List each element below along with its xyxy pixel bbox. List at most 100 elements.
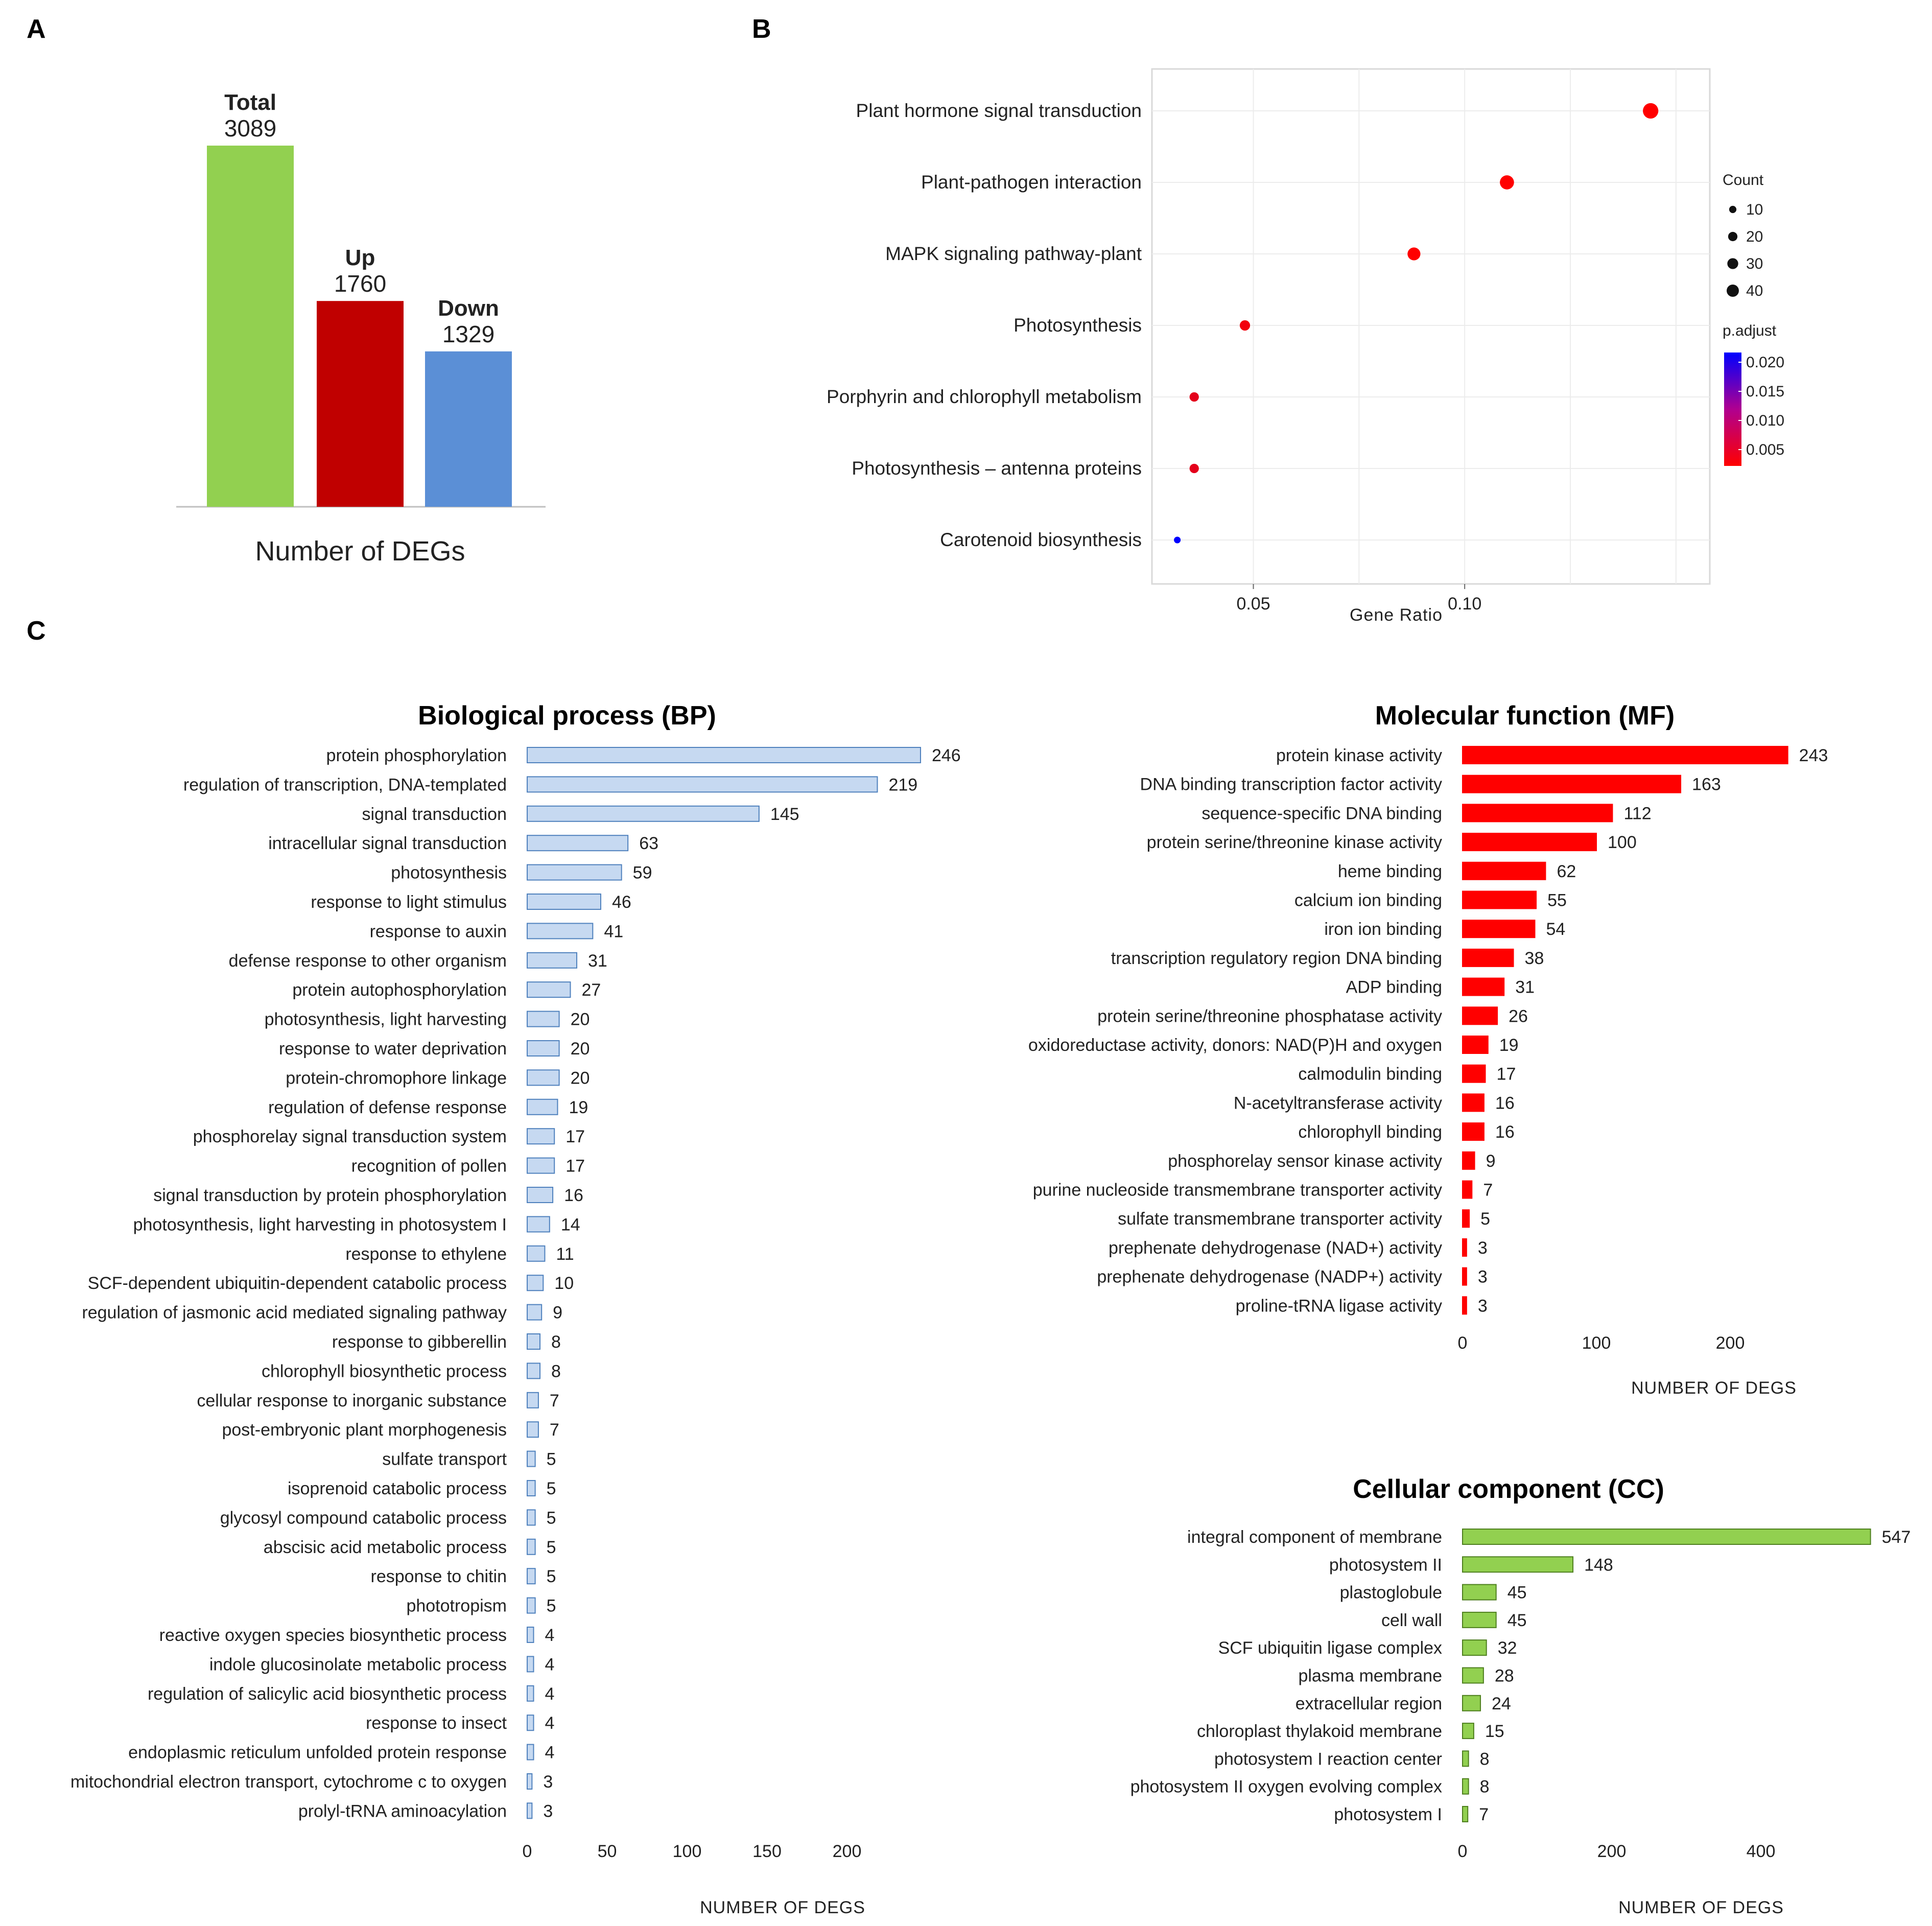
kegg-dot	[1643, 103, 1659, 119]
mf-xtick-label: 100	[1582, 1333, 1611, 1353]
bp-value-label: 11	[556, 1244, 574, 1264]
bp-value-label: 46	[612, 892, 631, 912]
degs-value-label-total: 3089	[224, 115, 276, 142]
bp-bar	[527, 1802, 533, 1819]
cc-xlabel: NUMBER OF DEGS	[1618, 1898, 1784, 1917]
kegg-dot	[1189, 463, 1199, 474]
bp-category-label: regulation of defense response	[268, 1098, 507, 1117]
mf-category-label: proline-tRNA ligase activity	[1236, 1296, 1442, 1316]
bp-bar	[527, 776, 878, 793]
bp-value-label: 8	[551, 1361, 561, 1381]
cc-bar	[1462, 1667, 1484, 1684]
degs-bar-down	[425, 351, 512, 507]
bp-category-label: protein phosphorylation	[326, 746, 507, 765]
mf-category-label: N-acetyltransferase activity	[1234, 1093, 1442, 1113]
bp-bar	[527, 1245, 546, 1262]
bp-value-label: 219	[888, 775, 917, 794]
padjust-label: 0.015	[1746, 383, 1784, 400]
mf-value-label: 17	[1497, 1065, 1516, 1084]
degs-value-label-up: 1760	[334, 270, 386, 297]
count-legend-items: 10 20 30 40	[1727, 201, 1763, 299]
mf-value-label: 16	[1495, 1122, 1515, 1142]
cc-value-label: 24	[1492, 1694, 1511, 1713]
bp-category-label: intracellular signal transduction	[268, 834, 507, 853]
bp-value-label: 5	[547, 1479, 556, 1498]
mf-bar	[1462, 1006, 1498, 1025]
bp-bar-chart: Biological process (BP) NUMBER OF DEGS p…	[70, 701, 961, 1917]
cc-title: Cellular component (CC)	[1353, 1474, 1664, 1504]
bp-category-label: photosynthesis, light harvesting	[265, 1010, 507, 1029]
bp-category-label: recognition of pollen	[351, 1157, 507, 1176]
bp-bar	[527, 923, 594, 939]
bp-xtick-label: 100	[673, 1842, 702, 1861]
cc-value-label: 148	[1584, 1555, 1613, 1575]
cc-xtick-label: 400	[1747, 1842, 1776, 1861]
mf-bar	[1462, 1267, 1467, 1286]
bp-category-label: response to insect	[366, 1713, 507, 1733]
bp-value-label: 4	[545, 1655, 555, 1674]
bp-bar	[527, 1363, 541, 1379]
bp-value-label: 246	[932, 746, 961, 765]
padjust-colorbar	[1724, 353, 1741, 466]
kegg-dot	[1174, 536, 1181, 544]
kegg-dot	[1189, 392, 1199, 402]
mf-category-label: oxidoreductase activity, donors: NAD(P)H…	[1028, 1036, 1442, 1055]
mf-value-label: 112	[1623, 804, 1651, 823]
bp-category-label: signal transduction by protein phosphory…	[153, 1186, 507, 1205]
bp-category-label: response to gibberellin	[332, 1332, 507, 1352]
count-legend-label: 40	[1746, 283, 1763, 299]
bp-category-label: defense response to other organism	[229, 951, 507, 971]
bp-category-label: photosynthesis, light harvesting in phot…	[133, 1215, 507, 1234]
bp-bar	[527, 1275, 544, 1291]
mf-value-label: 55	[1547, 891, 1567, 910]
degs-xlabel: Number of DEGs	[255, 536, 465, 567]
kegg-dot	[1500, 175, 1514, 190]
bp-bar	[527, 1627, 534, 1643]
mf-bar	[1462, 804, 1613, 823]
bp-value-label: 7	[550, 1420, 559, 1440]
bp-bar	[527, 1216, 550, 1233]
mf-xlabel: NUMBER OF DEGS	[1631, 1378, 1797, 1398]
mf-bar	[1462, 746, 1788, 764]
cc-xtick-label: 200	[1597, 1842, 1627, 1861]
cc-bar	[1462, 1639, 1487, 1656]
mf-category-label: ADP binding	[1346, 978, 1442, 997]
cc-xtick-label: 0	[1458, 1842, 1468, 1861]
mf-bar	[1462, 1122, 1485, 1141]
mf-category-label: prephenate dehydrogenase (NAD+) activity	[1109, 1238, 1442, 1258]
mf-category-label: chlorophyll binding	[1298, 1122, 1442, 1142]
bp-bar	[527, 1333, 541, 1350]
bp-category-label: response to water deprivation	[279, 1039, 507, 1059]
bp-value-label: 27	[582, 980, 601, 1000]
cc-value-label: 7	[1479, 1805, 1489, 1824]
bp-xtick-label: 0	[523, 1842, 532, 1861]
mf-category-label: purine nucleoside transmembrane transpor…	[1033, 1181, 1442, 1200]
bp-bar	[527, 1040, 560, 1056]
cc-category-label: plastoglobule	[1340, 1583, 1442, 1603]
mf-value-label: 3	[1478, 1267, 1488, 1287]
bp-value-label: 20	[571, 1068, 590, 1088]
degs-value-label-down: 1329	[442, 321, 494, 347]
cc-bar	[1462, 1723, 1474, 1740]
bp-category-label: cellular response to inorganic substance	[197, 1391, 507, 1411]
bp-category-label: SCF-dependent ubiquitin-dependent catabo…	[88, 1274, 507, 1293]
cc-bar	[1462, 1584, 1497, 1601]
cc-bar	[1462, 1806, 1469, 1822]
bp-category-label: chlorophyll biosynthetic process	[262, 1361, 507, 1381]
bp-category-label: indole glucosinolate metabolic process	[209, 1655, 507, 1674]
bp-value-label: 5	[547, 1596, 556, 1616]
kegg-dot	[1239, 320, 1251, 331]
bp-value-label: 3	[543, 1801, 553, 1821]
bp-category-label: prolyl-tRNA aminoacylation	[298, 1801, 507, 1821]
kegg-xtick-label: 0.05	[1236, 594, 1270, 614]
cc-bar	[1462, 1778, 1469, 1795]
bp-bar	[527, 1069, 560, 1086]
bp-bar	[527, 864, 622, 881]
bp-bar	[527, 981, 571, 998]
cc-value-label: 8	[1480, 1777, 1490, 1797]
kegg-pathway-label: Plant-pathogen interaction	[921, 172, 1142, 193]
bp-category-label: protein autophosphorylation	[292, 980, 507, 1000]
bp-bar	[527, 1187, 554, 1203]
bp-category-label: photosynthesis	[391, 863, 507, 883]
